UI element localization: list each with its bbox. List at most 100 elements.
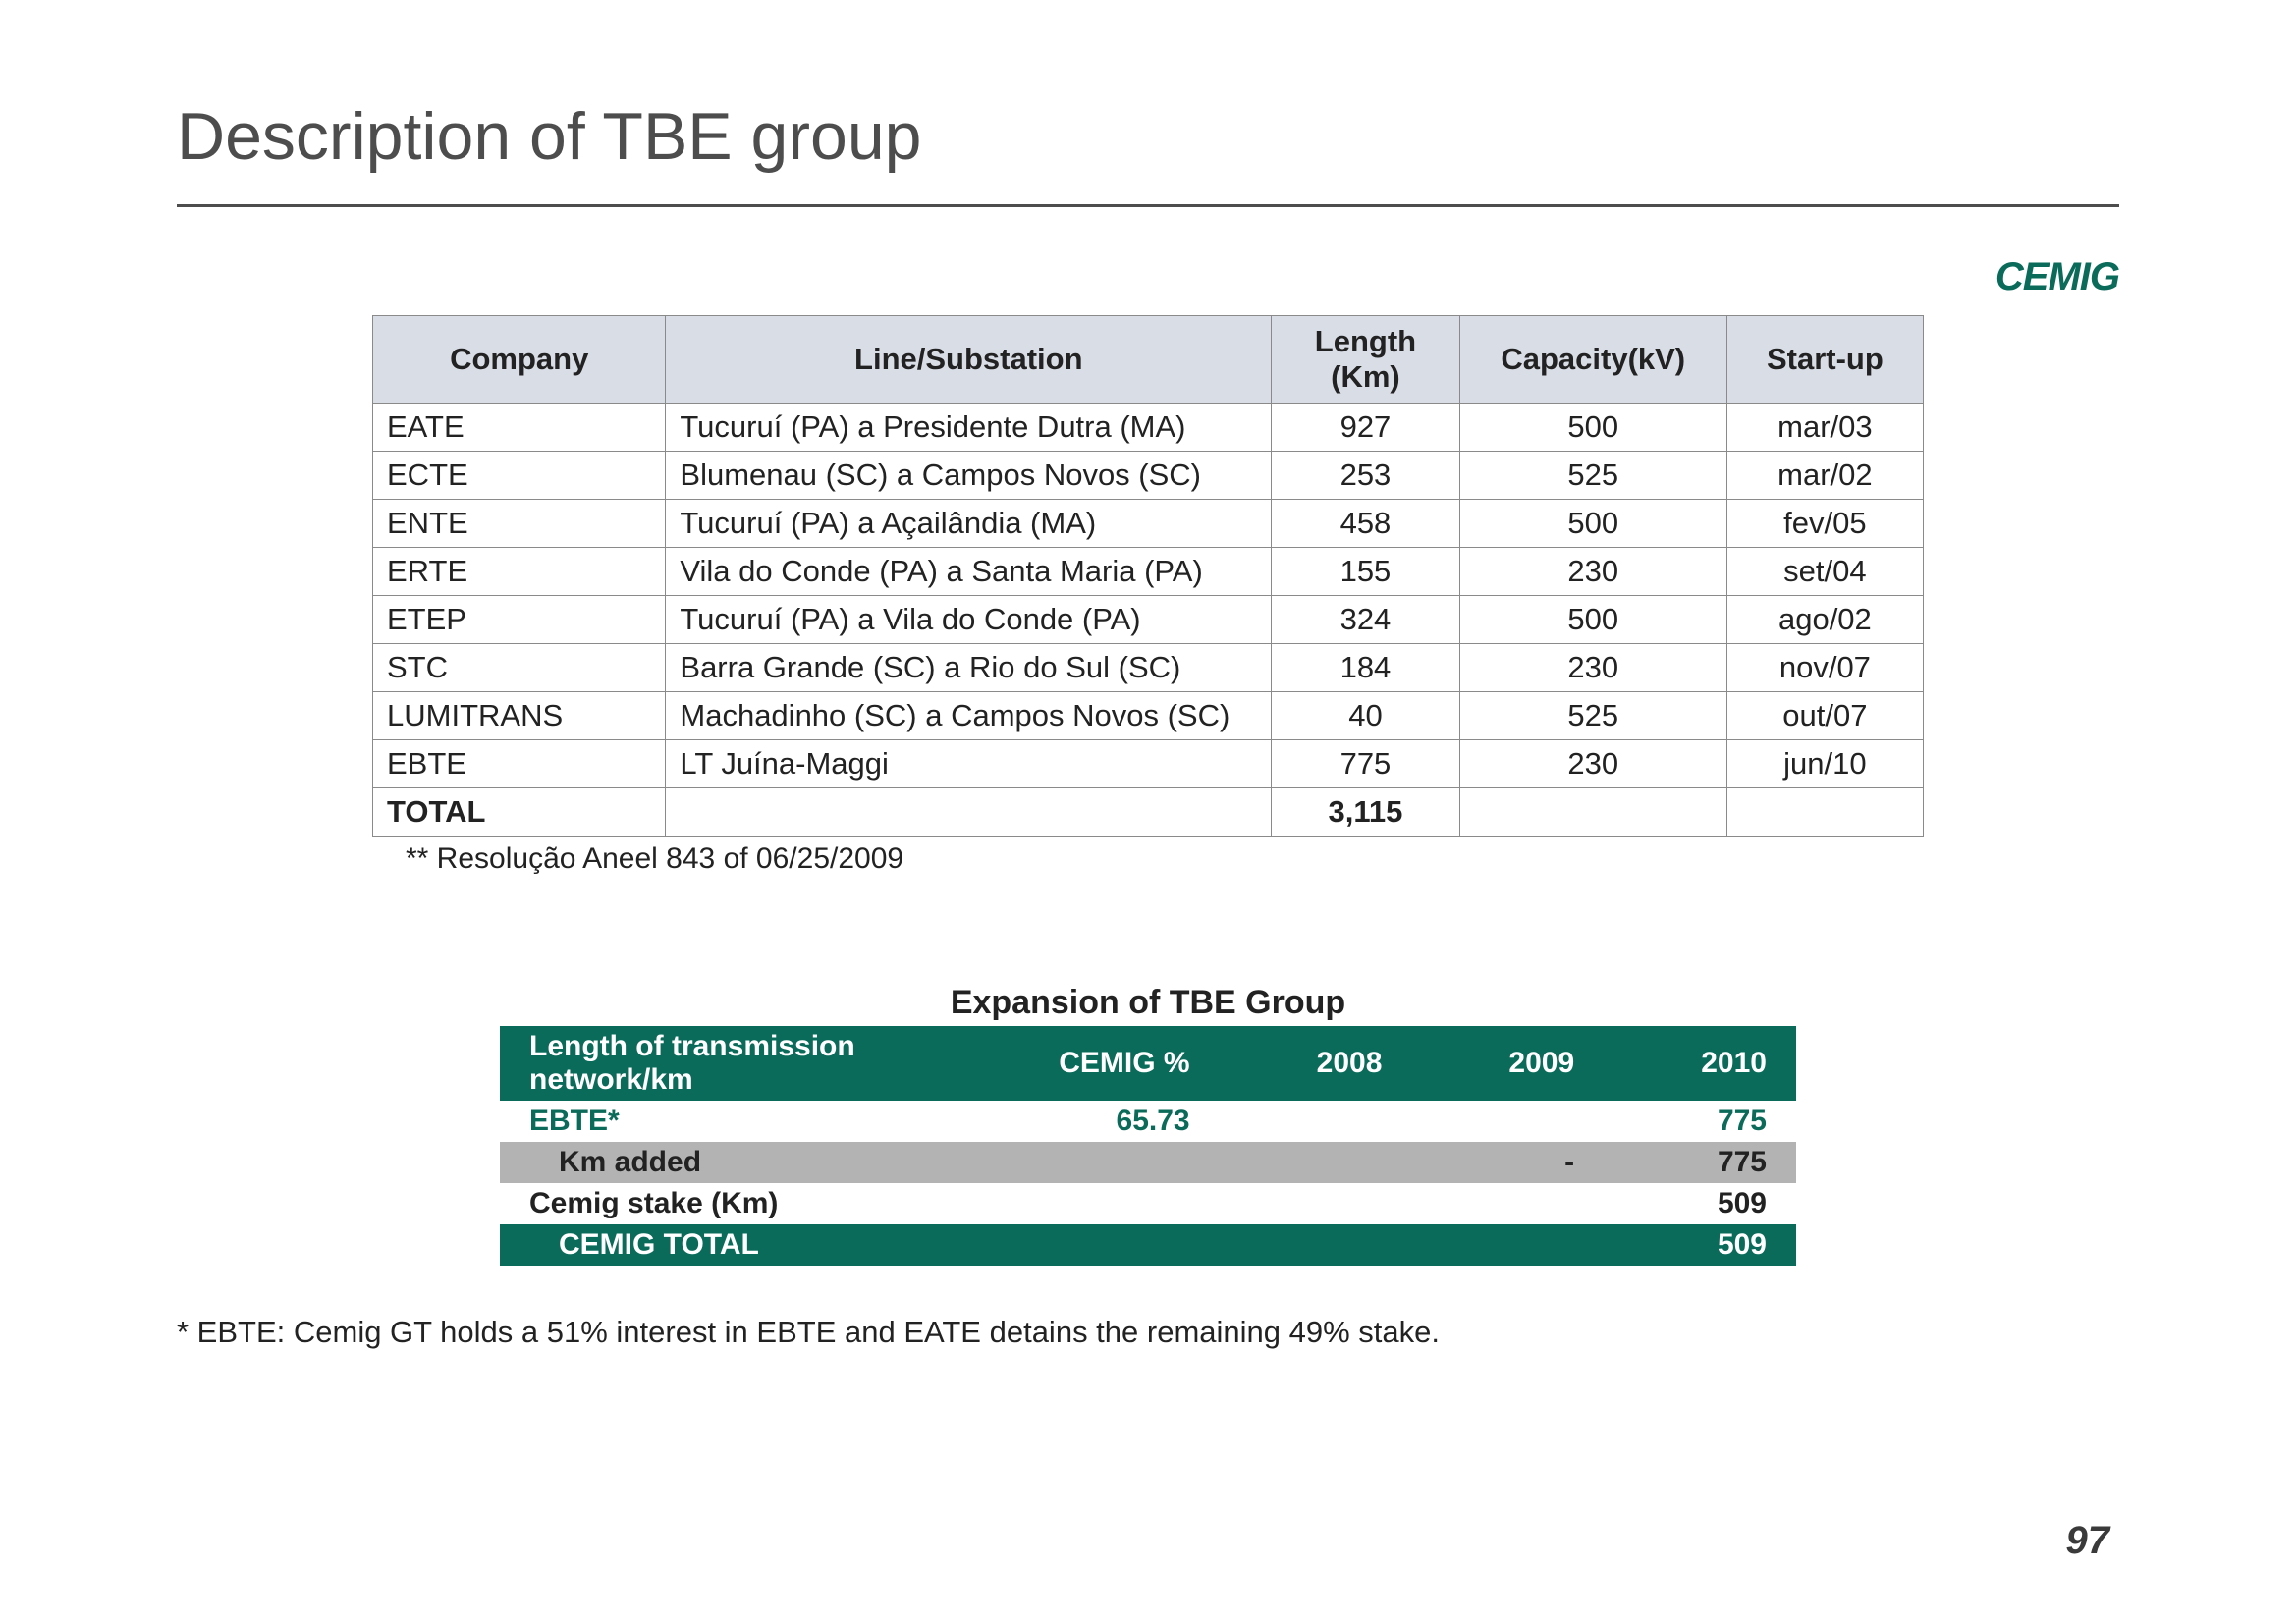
row-cemig-stake: Cemig stake (Km) 509 [500, 1183, 1796, 1224]
cell-company: ERTE [373, 548, 666, 596]
footnote-ebte: * EBTE: Cemig GT holds a 51% interest in… [177, 1315, 2119, 1350]
cell-capacity: 525 [1459, 452, 1726, 500]
table1-footnote: ** Resolução Aneel 843 of 06/25/2009 [406, 842, 1924, 876]
page-number: 97 [2066, 1519, 2110, 1563]
total-start [1726, 788, 1923, 837]
cell-capacity: 230 [1459, 548, 1726, 596]
ebte-label: EBTE* [500, 1101, 1018, 1142]
title-rule [177, 204, 2119, 207]
cell-startup: set/04 [1726, 548, 1923, 596]
col-company: Company [373, 316, 666, 404]
table-row: ETEPTucuruí (PA) a Vila do Conde (PA)324… [373, 596, 1924, 644]
ebte-2010: 775 [1604, 1101, 1796, 1142]
stake-2008 [1220, 1183, 1412, 1224]
ctotal-cemig [1018, 1224, 1219, 1266]
col-line: Line/Substation [666, 316, 1272, 404]
slide: Description of TBE group CEMIG Company L… [0, 0, 2296, 1622]
cell-length: 927 [1272, 404, 1460, 452]
stake-2009 [1411, 1183, 1604, 1224]
cell-length: 40 [1272, 692, 1460, 740]
table2-title: Expansion of TBE Group [177, 984, 2119, 1022]
km-label: Km added [500, 1142, 1018, 1183]
hdr-2010: 2010 [1604, 1026, 1796, 1101]
hdr-cemig: CEMIG % [1018, 1026, 1219, 1101]
cell-line: Machadinho (SC) a Campos Novos (SC) [666, 692, 1272, 740]
stake-cemig [1018, 1183, 1219, 1224]
cell-capacity: 500 [1459, 404, 1726, 452]
table-row-total: TOTAL 3,115 [373, 788, 1924, 837]
table1-container: Company Line/Substation Length(Km) Capac… [372, 315, 1924, 876]
total-capacity [1459, 788, 1726, 837]
logo-text: CEMIG [1995, 255, 2119, 298]
cell-startup: nov/07 [1726, 644, 1923, 692]
cell-company: LUMITRANS [373, 692, 666, 740]
ebte-2009 [1411, 1101, 1604, 1142]
table-row: ENTETucuruí (PA) a Açailândia (MA)458500… [373, 500, 1924, 548]
cell-company: ECTE [373, 452, 666, 500]
hdr-2009: 2009 [1411, 1026, 1604, 1101]
cell-company: STC [373, 644, 666, 692]
ebte-2008 [1220, 1101, 1412, 1142]
table-header-row: Company Line/Substation Length(Km) Capac… [373, 316, 1924, 404]
table2-container: Length of transmission network/km CEMIG … [500, 1026, 1796, 1266]
km-2009: - [1411, 1142, 1604, 1183]
hdr-length: Length of transmission network/km [500, 1026, 1018, 1101]
row-ebte: EBTE* 65.73 775 [500, 1101, 1796, 1142]
hdr-2008: 2008 [1220, 1026, 1412, 1101]
ctotal-2008 [1220, 1224, 1412, 1266]
cell-length: 458 [1272, 500, 1460, 548]
cell-company: ENTE [373, 500, 666, 548]
cell-length: 184 [1272, 644, 1460, 692]
row-km-added: Km added - 775 [500, 1142, 1796, 1183]
col-capacity: Capacity(kV) [1459, 316, 1726, 404]
cell-length: 155 [1272, 548, 1460, 596]
total-line [666, 788, 1272, 837]
cell-line: Tucuruí (PA) a Presidente Dutra (MA) [666, 404, 1272, 452]
cell-length: 253 [1272, 452, 1460, 500]
ctotal-label: CEMIG TOTAL [500, 1224, 1018, 1266]
cell-startup: jun/10 [1726, 740, 1923, 788]
table-row: LUMITRANSMachadinho (SC) a Campos Novos … [373, 692, 1924, 740]
cell-company: ETEP [373, 596, 666, 644]
col-length: Length(Km) [1272, 316, 1460, 404]
ebte-cemig: 65.73 [1018, 1101, 1219, 1142]
table-row: EATETucuruí (PA) a Presidente Dutra (MA)… [373, 404, 1924, 452]
cell-company: EBTE [373, 740, 666, 788]
cell-capacity: 500 [1459, 500, 1726, 548]
table-row: STCBarra Grande (SC) a Rio do Sul (SC)18… [373, 644, 1924, 692]
cell-startup: out/07 [1726, 692, 1923, 740]
km-cemig [1018, 1142, 1219, 1183]
km-2008 [1220, 1142, 1412, 1183]
total-length: 3,115 [1272, 788, 1460, 837]
cell-line: Barra Grande (SC) a Rio do Sul (SC) [666, 644, 1272, 692]
cell-capacity: 230 [1459, 740, 1726, 788]
km-2010: 775 [1604, 1142, 1796, 1183]
cemig-logo: CEMIG [1995, 255, 2119, 299]
cell-capacity: 230 [1459, 644, 1726, 692]
cell-line: Tucuruí (PA) a Vila do Conde (PA) [666, 596, 1272, 644]
cell-company: EATE [373, 404, 666, 452]
cell-line: Tucuruí (PA) a Açailândia (MA) [666, 500, 1272, 548]
ctotal-2009 [1411, 1224, 1604, 1266]
stake-2010: 509 [1604, 1183, 1796, 1224]
expansion-table: Length of transmission network/km CEMIG … [500, 1026, 1796, 1266]
cell-line: Vila do Conde (PA) a Santa Maria (PA) [666, 548, 1272, 596]
total-label: TOTAL [373, 788, 666, 837]
table-row: EBTELT Juína-Maggi775230jun/10 [373, 740, 1924, 788]
col-startup: Start-up [1726, 316, 1923, 404]
table2-header-row: Length of transmission network/km CEMIG … [500, 1026, 1796, 1101]
table-row: ERTEVila do Conde (PA) a Santa Maria (PA… [373, 548, 1924, 596]
cell-line: LT Juína-Maggi [666, 740, 1272, 788]
stake-label: Cemig stake (Km) [500, 1183, 1018, 1224]
cell-startup: mar/02 [1726, 452, 1923, 500]
row-cemig-total: CEMIG TOTAL 509 [500, 1224, 1796, 1266]
cell-startup: ago/02 [1726, 596, 1923, 644]
table-row: ECTEBlumenau (SC) a Campos Novos (SC)253… [373, 452, 1924, 500]
cell-length: 775 [1272, 740, 1460, 788]
page-title: Description of TBE group [177, 98, 2119, 175]
cell-startup: fev/05 [1726, 500, 1923, 548]
cell-length: 324 [1272, 596, 1460, 644]
ctotal-2010: 509 [1604, 1224, 1796, 1266]
cell-startup: mar/03 [1726, 404, 1923, 452]
cell-capacity: 525 [1459, 692, 1726, 740]
